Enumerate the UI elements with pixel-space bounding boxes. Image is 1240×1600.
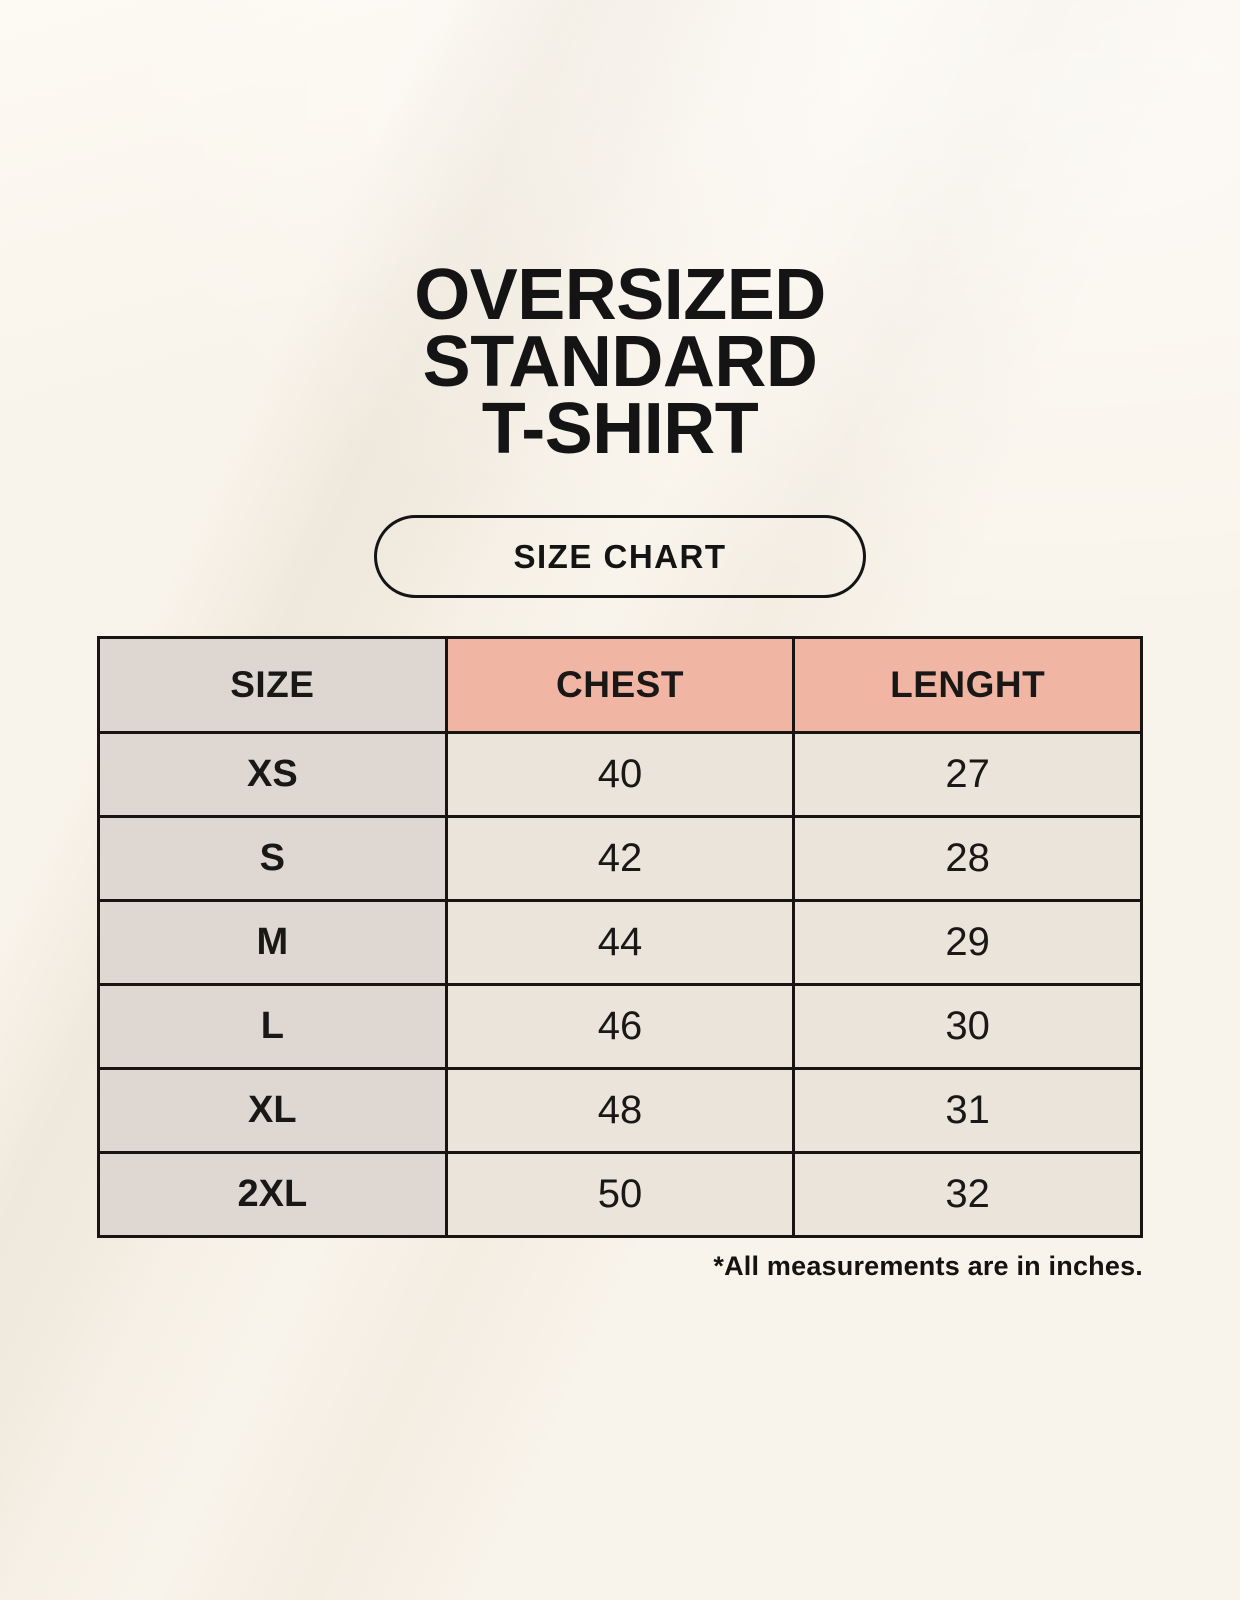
chest-cell: 44 [444, 899, 796, 986]
page-title-line: STANDARD [422, 322, 818, 402]
chest-cell: 42 [444, 815, 796, 902]
table-row: L 46 30 [97, 983, 1143, 1070]
size-chart-badge-label: SIZE CHART [513, 537, 727, 575]
size-cell: XL [97, 1067, 448, 1154]
chest-cell: 46 [444, 983, 796, 1070]
table-row: XL 48 31 [97, 1067, 1143, 1154]
page-title: OVERSIZED STANDARD T-SHIRT [0, 255, 1240, 469]
size-chart-table-container: SIZE CHEST LENGHT XS 40 27 S 42 28 M [97, 636, 1143, 1238]
column-header-chest: CHEST [444, 636, 796, 734]
table-row: S 42 28 [97, 815, 1143, 902]
page-title-line: OVERSIZED [414, 255, 826, 335]
table-row: 2XL 50 32 [97, 1151, 1143, 1238]
size-cell: L [97, 983, 448, 1070]
table-header-row: SIZE CHEST LENGHT [97, 636, 1143, 734]
chest-cell: 50 [444, 1151, 796, 1238]
length-cell: 27 [792, 731, 1143, 818]
length-cell: 28 [792, 815, 1143, 902]
chest-cell: 40 [444, 731, 796, 818]
column-header-length: LENGHT [792, 636, 1143, 734]
size-chart-badge: SIZE CHART [374, 515, 866, 598]
table-header: SIZE CHEST LENGHT [97, 636, 1143, 734]
chest-cell: 48 [444, 1067, 796, 1154]
size-chart-table: SIZE CHEST LENGHT XS 40 27 S 42 28 M [97, 636, 1143, 1238]
table-row: M 44 29 [97, 899, 1143, 986]
size-cell: M [97, 899, 448, 986]
page-title-line: T-SHIRT [481, 389, 759, 469]
column-header-size: SIZE [97, 636, 448, 734]
table-row: XS 40 27 [97, 731, 1143, 818]
measurements-note: *All measurements are in inches. [713, 1251, 1143, 1281]
size-cell: S [97, 815, 448, 902]
size-cell: XS [97, 731, 448, 818]
length-cell: 31 [792, 1067, 1143, 1154]
length-cell: 30 [792, 983, 1143, 1070]
length-cell: 32 [792, 1151, 1143, 1238]
size-cell: 2XL [97, 1151, 448, 1238]
length-cell: 29 [792, 899, 1143, 986]
table-body: XS 40 27 S 42 28 M 44 29 L 46 30 [97, 731, 1143, 1238]
